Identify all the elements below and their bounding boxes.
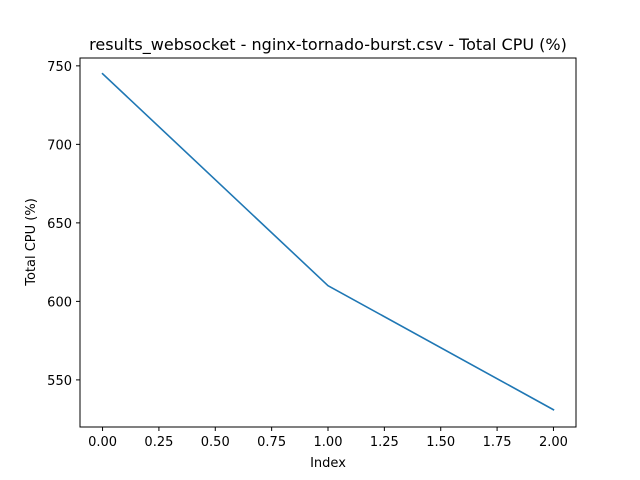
x-tick-label: 2.00 <box>539 435 568 450</box>
x-tick-label: 0.00 <box>88 435 117 450</box>
y-tick-label: 600 <box>47 295 72 310</box>
chart-title: results_websocket - nginx-tornado-burst.… <box>89 35 567 55</box>
x-tick-label: 0.50 <box>201 435 230 450</box>
series-layer <box>101 72 555 411</box>
y-tick-label: 650 <box>47 217 72 232</box>
y-tick-label: 550 <box>47 374 72 389</box>
x-tick-label: 1.00 <box>314 435 343 450</box>
x-tick-label: 1.25 <box>370 435 399 450</box>
axes-frame <box>79 57 577 428</box>
x-axis-label: Index <box>310 456 346 471</box>
x-axis: 0.00 0.25 0.50 0.75 1.00 1.25 1.50 1.75 2.00 <box>88 427 568 450</box>
y-axis-label: Total CPU (%) <box>24 198 39 287</box>
x-tick-label: 1.75 <box>483 435 512 450</box>
y-axis: 550 600 650 700 750 <box>47 60 80 389</box>
series-line <box>101 72 555 411</box>
y-tick-label: 700 <box>47 138 72 153</box>
plot-area <box>79 57 577 428</box>
x-tick-label: 0.75 <box>257 435 286 450</box>
x-tick-label: 1.50 <box>426 435 455 450</box>
y-tick-label: 750 <box>47 60 72 75</box>
x-tick-label: 0.25 <box>144 435 173 450</box>
